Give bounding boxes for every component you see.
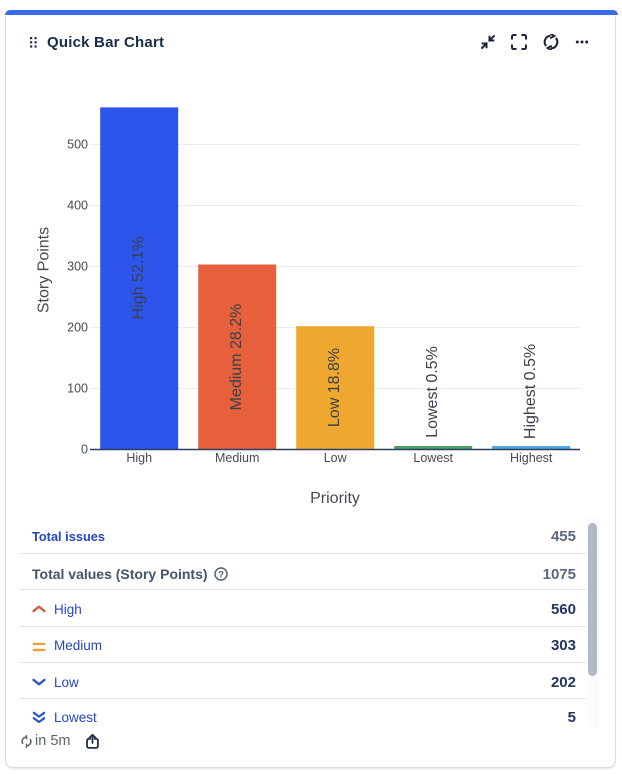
svg-text:100: 100 bbox=[67, 382, 88, 396]
svg-text:500: 500 bbox=[67, 138, 88, 152]
svg-text:High 52.1%: High 52.1% bbox=[130, 237, 147, 320]
svg-text:0: 0 bbox=[81, 443, 88, 457]
svg-text:Highest: Highest bbox=[510, 451, 553, 465]
svg-text:Story Points: Story Points bbox=[36, 227, 53, 313]
svg-text:200: 200 bbox=[67, 321, 88, 335]
svg-text:Low: Low bbox=[324, 451, 348, 465]
svg-text:400: 400 bbox=[67, 199, 88, 213]
svg-text:?: ? bbox=[218, 570, 224, 581]
svg-text:Lowest 0.5%: Lowest 0.5% bbox=[424, 346, 441, 438]
svg-text:High: High bbox=[126, 451, 152, 465]
svg-text:300: 300 bbox=[67, 260, 88, 274]
svg-text:Highest 0.5%: Highest 0.5% bbox=[522, 344, 539, 439]
svg-text:Lowest: Lowest bbox=[413, 451, 453, 465]
svg-text:Medium: Medium bbox=[215, 451, 259, 465]
svg-text:Medium 28.2%: Medium 28.2% bbox=[228, 304, 245, 411]
svg-text:Priority: Priority bbox=[310, 490, 360, 507]
svg-text:Low 18.8%: Low 18.8% bbox=[326, 348, 343, 427]
